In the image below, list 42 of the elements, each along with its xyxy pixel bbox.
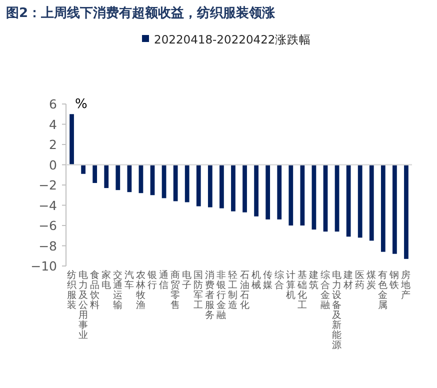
x-tick-label: 电子 <box>182 269 192 291</box>
x-tick-label: 商贸零售 <box>170 269 181 311</box>
y-tick-label: 2 <box>49 137 57 152</box>
y-tick-label: −6 <box>38 218 58 233</box>
x-tick-label: 房地产 <box>400 269 412 301</box>
x-tick-label: 机械 <box>251 269 262 291</box>
x-tick-label: 基础化工 <box>296 269 308 311</box>
x-tick-label: 传媒 <box>262 270 273 291</box>
x-tick-label: 计算机 <box>286 269 296 301</box>
x-tick-label: 纺织服装 <box>66 269 77 311</box>
y-tick-label: −10 <box>30 258 58 274</box>
x-tick-label: 国防军工 <box>194 270 204 311</box>
y-tick-label: 0 <box>49 157 58 172</box>
x-tick-label: 轻工制造 <box>228 269 238 311</box>
x-tick-label: 交通运输 <box>112 269 123 311</box>
x-tick-label: 建材 <box>342 269 354 291</box>
x-tick-label: 煤炭 <box>366 269 377 291</box>
x-tick-label: 综合金融 <box>320 269 330 311</box>
x-tick-label: 钢铁 <box>388 270 400 291</box>
x-tick-label: 通信 <box>159 269 170 291</box>
x-tick-label: 有色金属 <box>378 269 388 311</box>
x-tick-label: 农林牧渔 <box>134 270 146 311</box>
x-tick-label: 综合 <box>274 269 284 291</box>
y-tick-label: 4 <box>49 116 58 132</box>
y-tick-label: 6 <box>49 96 58 112</box>
y-axis-title: % <box>75 97 88 112</box>
x-tick-label: 银行 <box>146 270 158 291</box>
x-tick-label: 建筑 <box>308 269 319 291</box>
x-tick-label: 消费者服务 <box>205 269 216 321</box>
y-tick-label: −2 <box>38 178 57 192</box>
chart-title: 图2：上周线下消费有超额收益，纺织服装领涨 <box>6 5 276 21</box>
x-tick-label: 非银行金融 <box>216 269 227 321</box>
x-tick-label: 电力设备及新能源 <box>332 269 342 351</box>
x-tick-label: 电力及公用事业 <box>78 269 88 341</box>
x-tick-label: 家电 <box>101 269 112 291</box>
y-tick-label: −8 <box>38 238 58 254</box>
x-tick-label: 食品饮料 <box>88 269 100 311</box>
legend-label: 20220418-20220422涨跌幅 <box>154 32 312 46</box>
x-tick-label: 石油石化 <box>240 270 250 311</box>
x-tick-label: 医药 <box>355 270 366 291</box>
y-tick-label: −4 <box>38 198 58 213</box>
x-tick-label: 汽车 <box>124 269 134 291</box>
